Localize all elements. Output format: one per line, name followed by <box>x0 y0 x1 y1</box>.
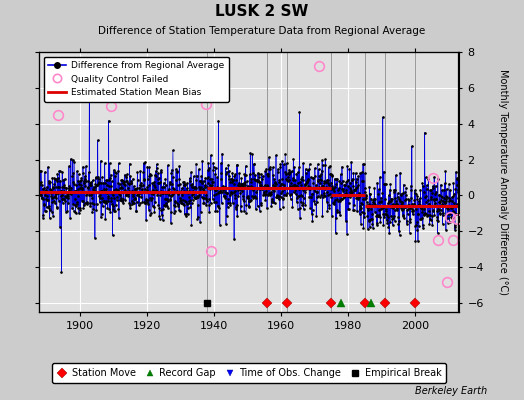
Legend: Difference from Regional Average, Quality Control Failed, Estimated Station Mean: Difference from Regional Average, Qualit… <box>44 56 228 102</box>
Text: Berkeley Earth: Berkeley Earth <box>415 386 487 396</box>
Legend: Station Move, Record Gap, Time of Obs. Change, Empirical Break: Station Move, Record Gap, Time of Obs. C… <box>52 363 446 383</box>
Text: Difference of Station Temperature Data from Regional Average: Difference of Station Temperature Data f… <box>99 26 425 36</box>
Text: LUSK 2 SW: LUSK 2 SW <box>215 4 309 19</box>
Y-axis label: Monthly Temperature Anomaly Difference (°C): Monthly Temperature Anomaly Difference (… <box>498 69 508 295</box>
